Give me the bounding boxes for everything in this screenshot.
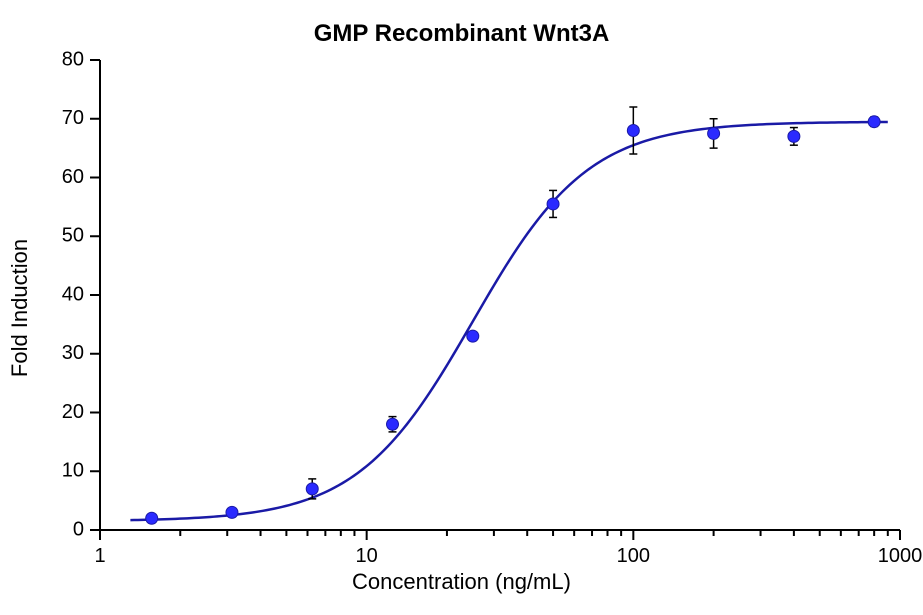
svg-text:80: 80 — [62, 48, 84, 70]
data-point — [467, 330, 479, 342]
chart-container: { "chart": { "type": "scatter-line", "ti… — [0, 0, 923, 615]
svg-text:0: 0 — [73, 518, 84, 540]
svg-text:60: 60 — [62, 166, 84, 188]
fit-curve — [130, 122, 887, 520]
svg-text:1000: 1000 — [878, 545, 923, 567]
data-point — [788, 130, 800, 142]
data-point — [226, 506, 238, 518]
data-point — [387, 418, 399, 430]
svg-text:50: 50 — [62, 225, 84, 247]
data-point — [708, 127, 720, 139]
data-point — [547, 198, 559, 210]
svg-text:10: 10 — [356, 545, 378, 567]
svg-text:10: 10 — [62, 460, 84, 482]
data-point — [627, 125, 639, 137]
data-point — [146, 512, 158, 524]
svg-text:20: 20 — [62, 401, 84, 423]
chart-svg: 0 10 20 30 40 50 60 70 80 1 10 100 1000 — [0, 0, 923, 615]
svg-text:30: 30 — [62, 342, 84, 364]
svg-text:100: 100 — [617, 545, 650, 567]
data-point — [868, 116, 880, 128]
data-point — [306, 483, 318, 495]
svg-text:70: 70 — [62, 107, 84, 129]
svg-text:1: 1 — [94, 545, 105, 567]
svg-text:40: 40 — [62, 283, 84, 305]
